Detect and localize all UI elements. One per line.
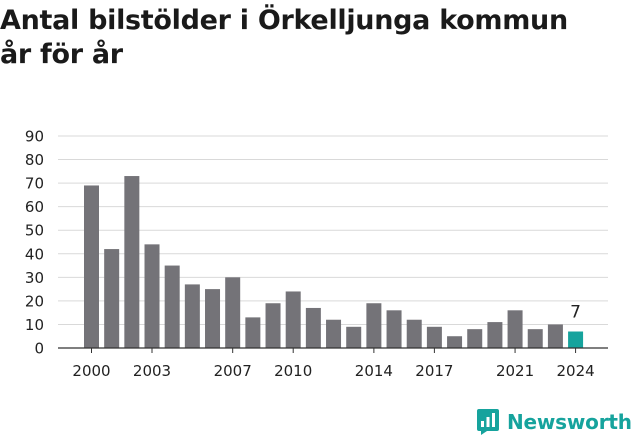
y-tick-label-20: 20 (25, 292, 44, 310)
y-tick-label-90: 90 (25, 128, 44, 146)
bar-2006 (205, 289, 221, 348)
chart-title-line-2: år för år (0, 39, 123, 70)
y-tick-label-10: 10 (25, 316, 44, 334)
bar-2014 (366, 303, 382, 348)
x-tick-label-2021: 2021 (496, 362, 534, 380)
chart-title: Antal bilstölder i Örkelljunga kommun år… (0, 4, 631, 72)
x-tick-label-2017: 2017 (415, 362, 453, 380)
y-tick-label-0: 0 (34, 340, 44, 358)
bar-2009 (265, 303, 281, 348)
bars (84, 176, 584, 348)
newsworthy-logo-icon (477, 409, 499, 435)
chart-title-line-1: Antal bilstölder i Örkelljunga kommun (0, 5, 568, 36)
bar-2008 (245, 317, 261, 348)
data-labels: 7 (570, 303, 581, 323)
x-tick-label-2010: 2010 (274, 362, 312, 380)
bar-2005 (184, 284, 200, 348)
x-tick-label-2024: 2024 (556, 362, 594, 380)
bar-2007 (225, 277, 241, 348)
bar-2003 (144, 244, 160, 348)
x-tick-label-2000: 2000 (72, 362, 110, 380)
brand-name: Newsworthy (507, 410, 631, 434)
bar-2022 (527, 329, 543, 348)
bar-2015 (386, 310, 402, 348)
x-tick-label-2003: 2003 (133, 362, 171, 380)
x-axis-tick-labels: 2000 2003 2007 2010 2014 2017 2021 2024 (72, 348, 595, 380)
bar-2001 (104, 249, 120, 348)
bar-2021 (507, 310, 523, 348)
y-tick-label-60: 60 (25, 198, 44, 216)
bar-2011 (305, 307, 321, 348)
bar-chart: 0 10 20 30 40 50 60 70 80 90 2000 2003 2007 2010 2014… (25, 128, 608, 380)
y-tick-label-40: 40 (25, 245, 44, 263)
bar-2000 (84, 185, 99, 348)
newsworthy-brand: Newsworthy (476, 406, 631, 438)
bar-2017 (426, 326, 442, 348)
y-tick-label-50: 50 (25, 222, 44, 240)
bar-2013 (346, 326, 362, 348)
y-tick-label-70: 70 (25, 175, 44, 193)
bar-2012 (326, 319, 342, 348)
bar-2024 (568, 331, 584, 348)
bar-2019 (467, 329, 483, 348)
x-tick-label-2014: 2014 (355, 362, 393, 380)
bar-2010 (285, 291, 301, 348)
bar-2004 (164, 265, 180, 348)
grid-lines (58, 135, 608, 325)
bar-2020 (487, 322, 503, 348)
bar-2002 (124, 176, 140, 348)
x-tick-label-2007: 2007 (214, 362, 252, 380)
bar-2023 (547, 324, 563, 348)
bar-2016 (406, 319, 422, 348)
bar-2018 (447, 336, 463, 348)
data-label-2024: 7 (570, 303, 581, 323)
y-axis-tick-labels: 0 10 20 30 40 50 60 70 80 90 (25, 128, 44, 358)
y-tick-label-80: 80 (25, 151, 44, 169)
y-tick-label-30: 30 (25, 269, 44, 287)
